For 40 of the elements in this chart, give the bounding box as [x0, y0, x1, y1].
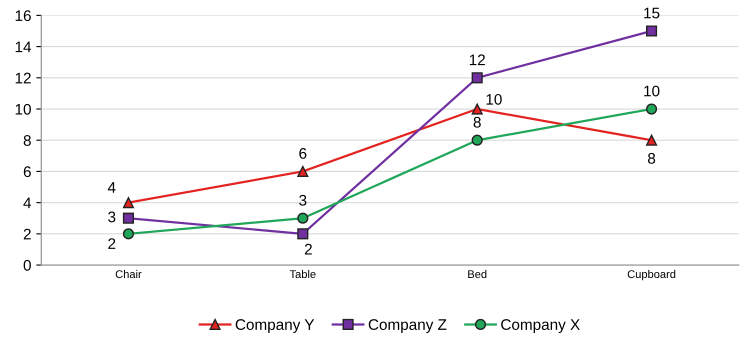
x-tick-label: Bed — [468, 270, 486, 278]
data-label: 6 — [299, 148, 306, 159]
legend-label: Company Y — [236, 319, 314, 333]
y-tick-label: 4 — [23, 198, 32, 208]
data-label: 4 — [108, 182, 116, 193]
data-label: 15 — [644, 8, 660, 18]
point — [122, 212, 134, 224]
data-label: 2 — [304, 244, 312, 254]
y-tick-label: 16 — [16, 10, 31, 22]
point — [122, 197, 134, 208]
data-label: 10 — [644, 86, 660, 96]
y-tick-label: 2 — [24, 228, 31, 240]
x-tick-label: Table — [290, 270, 316, 278]
data-label: 3 — [299, 194, 306, 206]
data-label: 2 — [108, 238, 116, 249]
y-tick-label: 6 — [24, 166, 31, 178]
legend-label: Company Z — [368, 319, 446, 333]
point — [297, 228, 308, 240]
point — [472, 72, 483, 84]
y-tick-label: 0 — [24, 260, 31, 271]
point — [297, 166, 308, 177]
x-tick-label: Chair — [116, 270, 142, 278]
data-label: 8 — [648, 152, 656, 164]
point — [472, 103, 483, 115]
y-tick-label: 14 — [16, 42, 32, 52]
point — [122, 228, 134, 240]
data-label: 8 — [474, 116, 481, 128]
point — [646, 25, 658, 37]
data-label: 10 — [486, 94, 502, 105]
point — [646, 134, 658, 146]
legend-label: Company X — [501, 319, 580, 333]
x-tick-label: Cupboard — [628, 270, 676, 280]
point — [646, 103, 658, 115]
y-tick-label: 12 — [16, 72, 31, 84]
y-tick-label: 8 — [24, 135, 31, 146]
data-label: 3 — [108, 212, 116, 222]
data-label: 12 — [470, 54, 485, 66]
point — [472, 134, 483, 146]
y-tick-label: 10 — [16, 104, 31, 115]
point — [297, 212, 308, 224]
